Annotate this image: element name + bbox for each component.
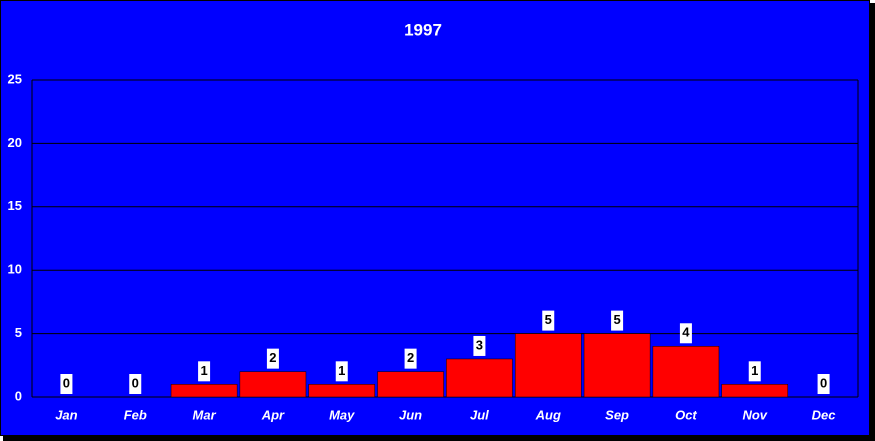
y-tick-label: 0	[15, 388, 22, 403]
y-tick-label: 10	[8, 262, 22, 277]
chart-title: 1997	[404, 20, 442, 39]
data-label-box	[748, 361, 761, 382]
data-label: 5	[545, 312, 552, 327]
data-label-box	[404, 348, 417, 369]
data-label-box	[60, 374, 73, 394]
data-label-box	[335, 361, 348, 382]
bar	[239, 371, 307, 398]
y-tick-label: 20	[8, 135, 22, 150]
data-label-box	[198, 361, 211, 382]
data-label: 0	[820, 375, 827, 390]
y-tick-label: 15	[8, 198, 22, 213]
data-label: 2	[269, 350, 276, 365]
x-tick-label: Jan	[55, 407, 77, 422]
x-tick-label: Mar	[193, 407, 217, 422]
bar	[721, 384, 789, 398]
y-tick-label: 25	[8, 71, 22, 86]
x-tick-label: Jul	[470, 407, 489, 422]
x-tick-label: Nov	[742, 407, 767, 422]
x-tick-label: Dec	[812, 407, 837, 422]
data-label: 1	[200, 363, 207, 378]
data-label-box	[679, 323, 692, 344]
data-label: 0	[132, 375, 139, 390]
data-label: 5	[613, 312, 620, 327]
data-label: 3	[476, 337, 483, 352]
bar	[170, 384, 238, 398]
data-label: 1	[751, 363, 758, 378]
data-label-box	[129, 374, 142, 394]
data-label: 1	[338, 363, 345, 378]
bar	[652, 346, 720, 398]
x-tick-label: Oct	[675, 407, 697, 422]
bar	[583, 333, 651, 398]
bar	[514, 333, 582, 398]
bar	[308, 384, 376, 398]
data-label-box	[266, 348, 279, 369]
y-tick-label: 5	[15, 325, 22, 340]
data-label-box	[611, 310, 624, 331]
data-label: 4	[682, 325, 690, 340]
data-label: 2	[407, 350, 414, 365]
data-label-box	[473, 335, 486, 356]
bar	[446, 358, 513, 398]
data-label-box	[542, 310, 555, 331]
data-label-box	[817, 374, 830, 394]
x-tick-label: Aug	[535, 407, 561, 422]
x-tick-label: Feb	[124, 407, 147, 422]
x-tick-label: Sep	[605, 407, 629, 422]
data-label: 0	[63, 375, 70, 390]
x-tick-label: Jun	[399, 407, 422, 422]
x-tick-label: Apr	[261, 407, 285, 422]
x-tick-label: May	[329, 407, 355, 422]
bar	[377, 371, 444, 398]
